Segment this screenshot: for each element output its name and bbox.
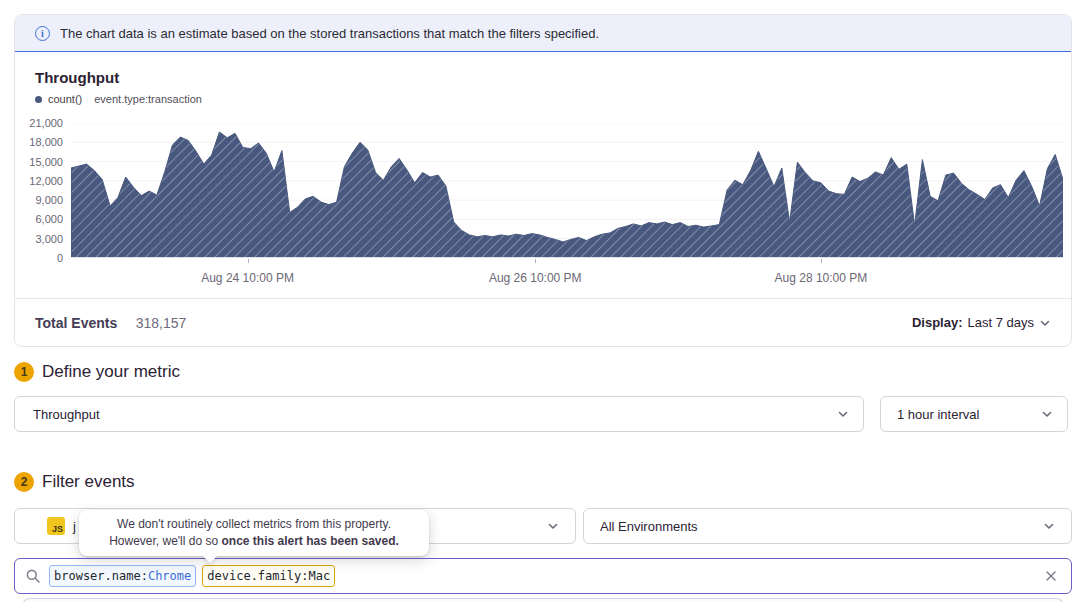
chart-body: Throughput count() event.type:transactio…	[15, 52, 1071, 299]
chevron-down-icon	[1043, 520, 1055, 532]
y-axis-labels: 03,0006,0009,00012,00015,00018,00021,000	[15, 123, 65, 258]
metric-select-value: Throughput	[33, 407, 837, 422]
tooltip-line2-bold: once this alert has been saved.	[221, 534, 398, 548]
metric-select[interactable]: Throughput	[14, 396, 864, 432]
interval-select-value: 1 hour interval	[897, 407, 1041, 422]
chevron-down-icon	[1039, 317, 1051, 329]
javascript-platform-icon: JS	[47, 517, 65, 535]
x-tick-label: Aug 28 10:00 PM	[775, 271, 868, 285]
y-tick-label: 15,000	[29, 156, 63, 168]
step-1-heading: Define your metric	[42, 362, 180, 382]
y-tick-label: 3,000	[35, 233, 63, 245]
alert-config-page: i The chart data is an estimate based on…	[0, 0, 1086, 602]
step-2-badge: 2	[14, 472, 34, 492]
y-tick-label: 0	[57, 252, 63, 264]
environment-select-value: All Environments	[600, 519, 1043, 534]
clear-search-icon[interactable]	[1043, 568, 1059, 584]
banner-text: The chart data is an estimate based on t…	[60, 26, 599, 41]
interval-select[interactable]: 1 hour interval	[880, 396, 1068, 432]
x-tick-mark	[248, 259, 249, 263]
legend-dot-icon	[35, 96, 42, 103]
display-period-dropdown[interactable]: Display: Last 7 days	[912, 315, 1051, 330]
token-value: Mac	[308, 569, 330, 583]
y-tick-label: 9,000	[35, 194, 63, 206]
chart-title: Throughput	[35, 69, 119, 86]
x-tick-mark	[535, 259, 536, 263]
display-value: Last 7 days	[968, 315, 1035, 330]
tooltip-line2: However, we'll do so once this alert has…	[109, 533, 399, 550]
total-events-label: Total Events	[35, 315, 117, 331]
chevron-down-icon	[547, 520, 559, 532]
token-value: Chrome	[148, 569, 191, 583]
x-axis-labels: Aug 24 10:00 PM Aug 26 10:00 PM Aug 28 10:…	[71, 266, 1063, 286]
token-key: browser.name:	[54, 569, 148, 583]
y-tick-label: 12,000	[29, 175, 63, 187]
token-key: device.family:	[207, 569, 308, 583]
chart-card: i The chart data is an estimate based on…	[14, 14, 1072, 347]
environment-select[interactable]: All Environments	[583, 508, 1072, 544]
total-events-value: 318,157	[136, 315, 187, 331]
y-tick-label: 21,000	[29, 117, 63, 129]
throughput-chart[interactable]	[71, 123, 1063, 258]
legend-filter: event.type:transaction	[94, 93, 202, 105]
y-tick-label: 6,000	[35, 213, 63, 225]
step-2-heading: Filter events	[42, 472, 135, 492]
display-label: Display:	[912, 315, 963, 330]
search-token-device-family[interactable]: device.family:Mac	[202, 565, 335, 587]
search-suggestions-panel-edge	[22, 598, 1064, 602]
search-token-browser-name[interactable]: browser.name:Chrome	[49, 565, 196, 587]
tooltip-line1: We don't routinely collect metrics from …	[117, 516, 391, 533]
x-tick-label: Aug 24 10:00 PM	[201, 271, 294, 285]
chevron-down-icon	[837, 408, 849, 420]
filter-search-input[interactable]: browser.name:Chrome device.family:Mac	[14, 558, 1072, 594]
y-tick-label: 18,000	[29, 136, 63, 148]
chart-legend: count() event.type:transaction	[35, 93, 202, 105]
legend-metric: count()	[48, 93, 82, 105]
x-tick-mark	[821, 259, 822, 263]
chevron-down-icon	[1041, 408, 1053, 420]
step-1-badge: 1	[14, 362, 34, 382]
property-tooltip: We don't routinely collect metrics from …	[79, 510, 429, 556]
tooltip-line2-normal: However, we'll do so	[109, 534, 221, 548]
total-events-group: Total Events 318,157	[35, 314, 186, 332]
chart-footer: Total Events 318,157 Display: Last 7 day…	[15, 298, 1071, 346]
search-icon	[25, 568, 41, 584]
estimate-banner: i The chart data is an estimate based on…	[15, 15, 1071, 52]
x-tick-label: Aug 26 10:00 PM	[489, 271, 582, 285]
info-icon: i	[35, 26, 50, 41]
